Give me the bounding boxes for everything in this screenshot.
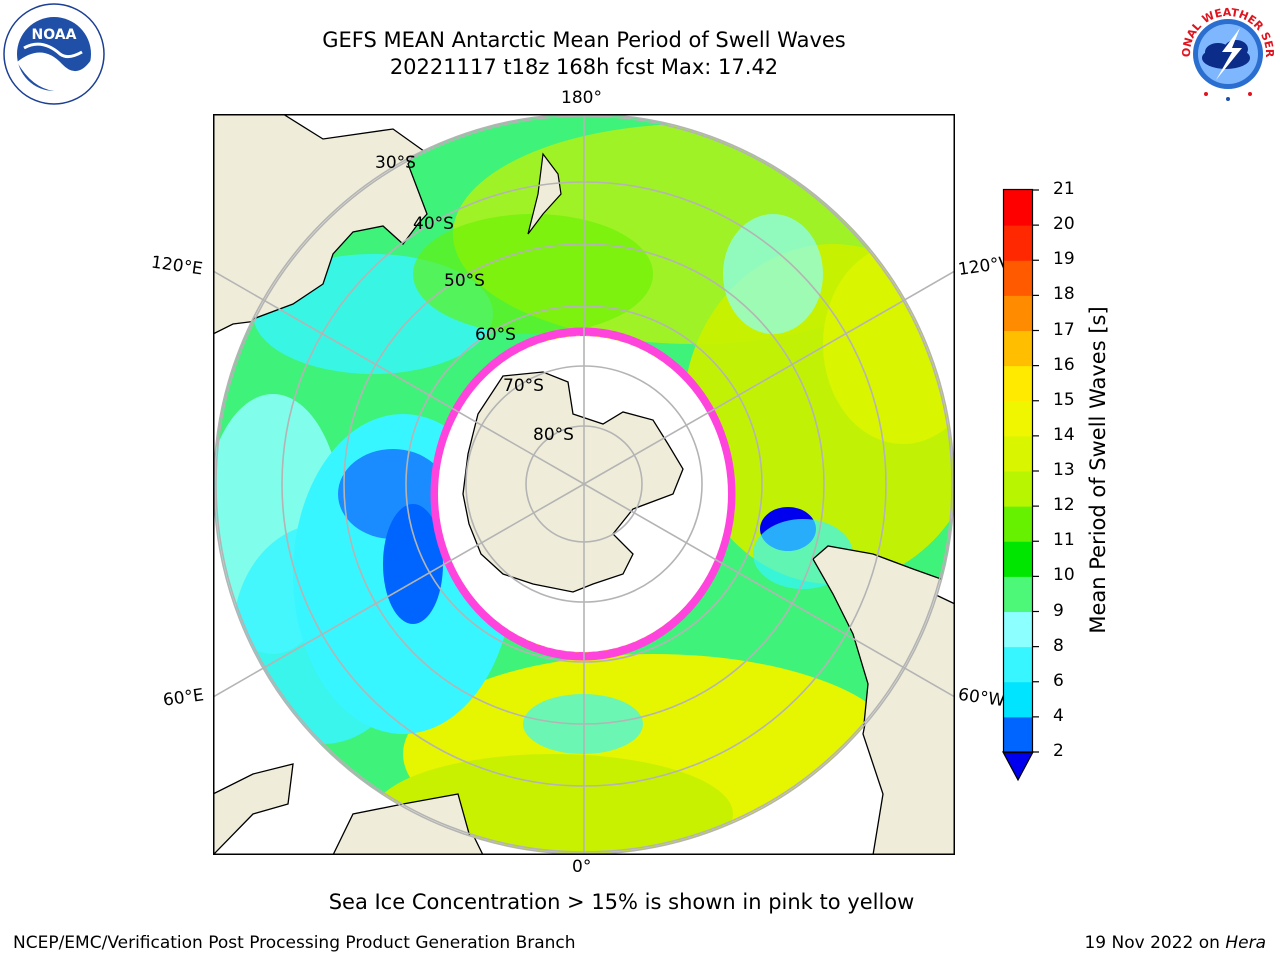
colorbar-tick-label: 8 [1053, 635, 1064, 656]
colorbar-tick-label: 15 [1053, 389, 1075, 410]
polar-map: 30°S 40°S 50°S 60°S 70°S 80°S [213, 114, 955, 855]
colorbar-tick-label: 20 [1053, 214, 1075, 235]
colorbar-swatch [1004, 611, 1032, 648]
colorbar-swatch [1004, 330, 1032, 367]
colorbar-label: Mean Period of Swell Waves [s] [1086, 306, 1110, 634]
ice-edge [430, 327, 736, 661]
sea-ice-note: Sea Ice Concentration > 15% is shown in … [328, 890, 915, 914]
colorbar-under-arrow [1001, 751, 1035, 782]
colorbar-swatch [1004, 541, 1032, 577]
colorbar-swatch [1004, 225, 1032, 261]
colorbar-swatch [1004, 295, 1032, 331]
colorbar-tick-label: 18 [1053, 284, 1075, 305]
colorbar-swatch [1004, 506, 1032, 542]
colorbar-tick-label: 21 [1053, 179, 1075, 199]
colorbar [1001, 188, 1039, 782]
colorbar-tick-label: 16 [1053, 354, 1075, 375]
colorbar-frame [1002, 188, 1034, 754]
colorbar-tick-label: 6 [1053, 670, 1064, 691]
colorbar-tick-label: 2 [1053, 741, 1064, 761]
colorbar-tick-label: 11 [1053, 530, 1075, 551]
antarctica-land [462, 371, 684, 593]
lat-label-40s: 40°S [413, 214, 454, 234]
colorbar-swatch [1004, 576, 1032, 612]
colorbar-tick-label: 17 [1053, 319, 1075, 340]
colorbar-swatch [1004, 471, 1032, 507]
colorbar-swatch [1004, 646, 1032, 683]
noaa-logo-icon: NOAA [3, 3, 105, 105]
lat-label-30s: 30°S [375, 153, 416, 173]
colorbar-tick-label: 10 [1053, 565, 1075, 586]
colorbar-swatch [1004, 260, 1032, 296]
colorbar-tick-label: 4 [1053, 705, 1064, 726]
lat-label-80s: 80°S [533, 425, 574, 445]
colorbar-swatch [1004, 716, 1032, 753]
colorbar-swatch [1004, 681, 1032, 718]
colorbar-tick-label: 9 [1053, 600, 1064, 621]
colorbar-tick-label: 13 [1053, 460, 1075, 480]
latitude-labels: 30°S 40°S 50°S 60°S 70°S 80°S [375, 153, 574, 445]
meridians [213, 114, 955, 855]
map-frame [213, 114, 955, 855]
lat-label-60s: 60°S [475, 325, 516, 345]
chart-title-line1: GEFS MEAN Antarctic Mean Period of Swell… [322, 28, 846, 52]
noaa-logo-text: NOAA [32, 27, 77, 43]
lat-label-70s: 70°S [503, 376, 544, 396]
lon-label-180: 180° [561, 88, 602, 108]
colorbar-tick-label: 19 [1053, 249, 1075, 270]
chart-title-line2: 20221117 t18z 168h fcst Max: 17.42 [389, 55, 779, 79]
nws-logo-icon: NATIONAL WEATHER SERVICE [1176, 2, 1277, 103]
colorbar-swatches [1004, 190, 1032, 753]
lon-label-120e: 120°E [149, 252, 204, 280]
colorbar-swatch [1004, 190, 1032, 226]
footer-right: 19 Nov 2022 on Hera [1084, 933, 1266, 953]
colorbar-swatch [1004, 400, 1032, 437]
footer-left: NCEP/EMC/Verification Post Processing Pr… [13, 933, 576, 953]
colorbar-swatch [1004, 365, 1032, 402]
colorbar-swatch [1004, 435, 1032, 472]
colorbar-tick-label: 14 [1053, 424, 1075, 445]
lat-label-50s: 50°S [444, 271, 485, 291]
colorbar-tick-label: 12 [1053, 495, 1075, 516]
new-zealand-land [527, 152, 562, 235]
lon-label-0: 0° [572, 857, 592, 877]
lon-label-60e: 60°E [161, 685, 206, 711]
